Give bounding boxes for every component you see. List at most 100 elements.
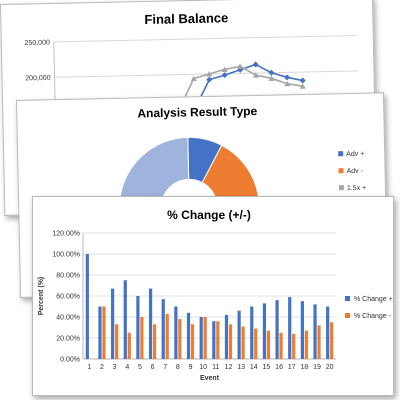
percent-change-svg: % Change (+/-) 0.00% 20.00% 40.00% 60.00% 80.… (38, 208, 393, 382)
legend-swatch (345, 296, 350, 301)
data-point (284, 74, 291, 81)
x-tick-label: 10 (199, 364, 207, 371)
bar (330, 322, 334, 359)
bar (300, 301, 304, 359)
x-axis-label: Event (200, 375, 220, 382)
data-point (299, 77, 306, 84)
data-point (237, 63, 244, 69)
bar (161, 299, 165, 359)
bar (186, 312, 191, 359)
y-tick-label: 20.00% (56, 336, 80, 343)
bar (203, 317, 207, 359)
bar (266, 330, 271, 359)
y-tick-label: 0.00% (60, 357, 80, 364)
x-tick-label: 4 (125, 364, 129, 371)
bar (292, 333, 296, 359)
x-tick-label: 7 (163, 364, 167, 371)
x-tick-label: 18 (300, 364, 308, 371)
data-point (268, 75, 275, 81)
y-tick-label: 250,000 (24, 39, 50, 47)
legend-swatch (338, 151, 344, 157)
x-tick-label: 17 (288, 364, 296, 371)
series-line (163, 65, 303, 119)
x-tick-label: 2 (100, 364, 104, 371)
bar (241, 326, 245, 359)
bar (98, 306, 102, 359)
data-point (206, 71, 213, 77)
bar (228, 324, 233, 359)
x-tick-label: 20 (326, 364, 334, 371)
bar (254, 328, 258, 359)
bar (174, 306, 178, 359)
data-point (206, 76, 213, 83)
legend-swatch (338, 185, 344, 191)
gridline (54, 70, 358, 78)
data-point (190, 75, 197, 82)
bar (190, 324, 195, 359)
x-tick-label: 15 (263, 364, 271, 371)
bar (85, 254, 89, 359)
x-tick-label: 16 (275, 364, 283, 371)
legend-swatch (338, 168, 344, 174)
bar (262, 303, 267, 359)
bar (123, 280, 127, 359)
data-point (252, 61, 259, 68)
x-tick-label: 8 (176, 364, 180, 371)
chart-title: Analysis Result Type (137, 104, 257, 121)
legend-label: Adv - (346, 168, 363, 175)
legend-label: % Change + (354, 296, 393, 303)
data-point (221, 66, 228, 73)
bar (317, 325, 321, 359)
bar (165, 313, 169, 359)
y-tick-label: 120.00% (52, 231, 80, 238)
x-tick-label: 6 (151, 364, 155, 371)
data-point (299, 83, 306, 89)
bar (102, 306, 106, 359)
x-tick-label: 3 (113, 364, 117, 371)
bar (127, 332, 131, 359)
legend-label: Adv + (346, 151, 364, 158)
bar (212, 321, 216, 359)
x-tick-label: 12 (225, 364, 233, 371)
gridline (53, 35, 357, 43)
legend-label: 1.5x + (347, 185, 366, 192)
chart-title: Final Balance (144, 10, 228, 27)
x-tick-label: 14 (250, 364, 258, 371)
legend-label: % Change - (354, 313, 392, 320)
x-tick-label: 9 (189, 364, 193, 371)
y-tick-label: 60.00% (56, 294, 80, 301)
percent-change-chart: % Change (+/-) 0.00% 20.00% 40.00% 60.00% 80.… (32, 196, 394, 396)
bar (326, 306, 330, 359)
bar (148, 288, 153, 359)
data-point (268, 69, 275, 76)
x-tick-label: 1 (87, 364, 91, 371)
bar (199, 317, 203, 359)
bar (152, 324, 157, 359)
y-tick-label: 40.00% (56, 315, 80, 322)
bar (224, 314, 229, 359)
y-axis-label: Percent (%) (38, 277, 45, 316)
y-tick-label: 80.00% (56, 273, 80, 280)
y-tick-label: 100.00% (52, 252, 80, 259)
bar (115, 324, 119, 359)
bar (136, 296, 140, 359)
bar (279, 332, 283, 359)
data-point (284, 80, 291, 87)
x-tick-label: 11 (212, 364, 219, 371)
x-tick-label: 13 (237, 364, 245, 371)
bar (111, 288, 115, 359)
bar (275, 300, 279, 359)
bar (140, 317, 144, 359)
data-point (221, 72, 228, 79)
bar (304, 330, 308, 359)
bar (313, 304, 317, 359)
x-tick-label: 5 (138, 364, 142, 371)
data-point (252, 72, 259, 78)
bar (216, 321, 220, 359)
y-tick-label: 200,000 (25, 75, 51, 83)
x-tick-label: 19 (313, 364, 321, 371)
bar (288, 297, 292, 359)
chart-title: % Change (+/-) (167, 208, 251, 222)
bar (250, 306, 254, 359)
bar (178, 319, 182, 359)
